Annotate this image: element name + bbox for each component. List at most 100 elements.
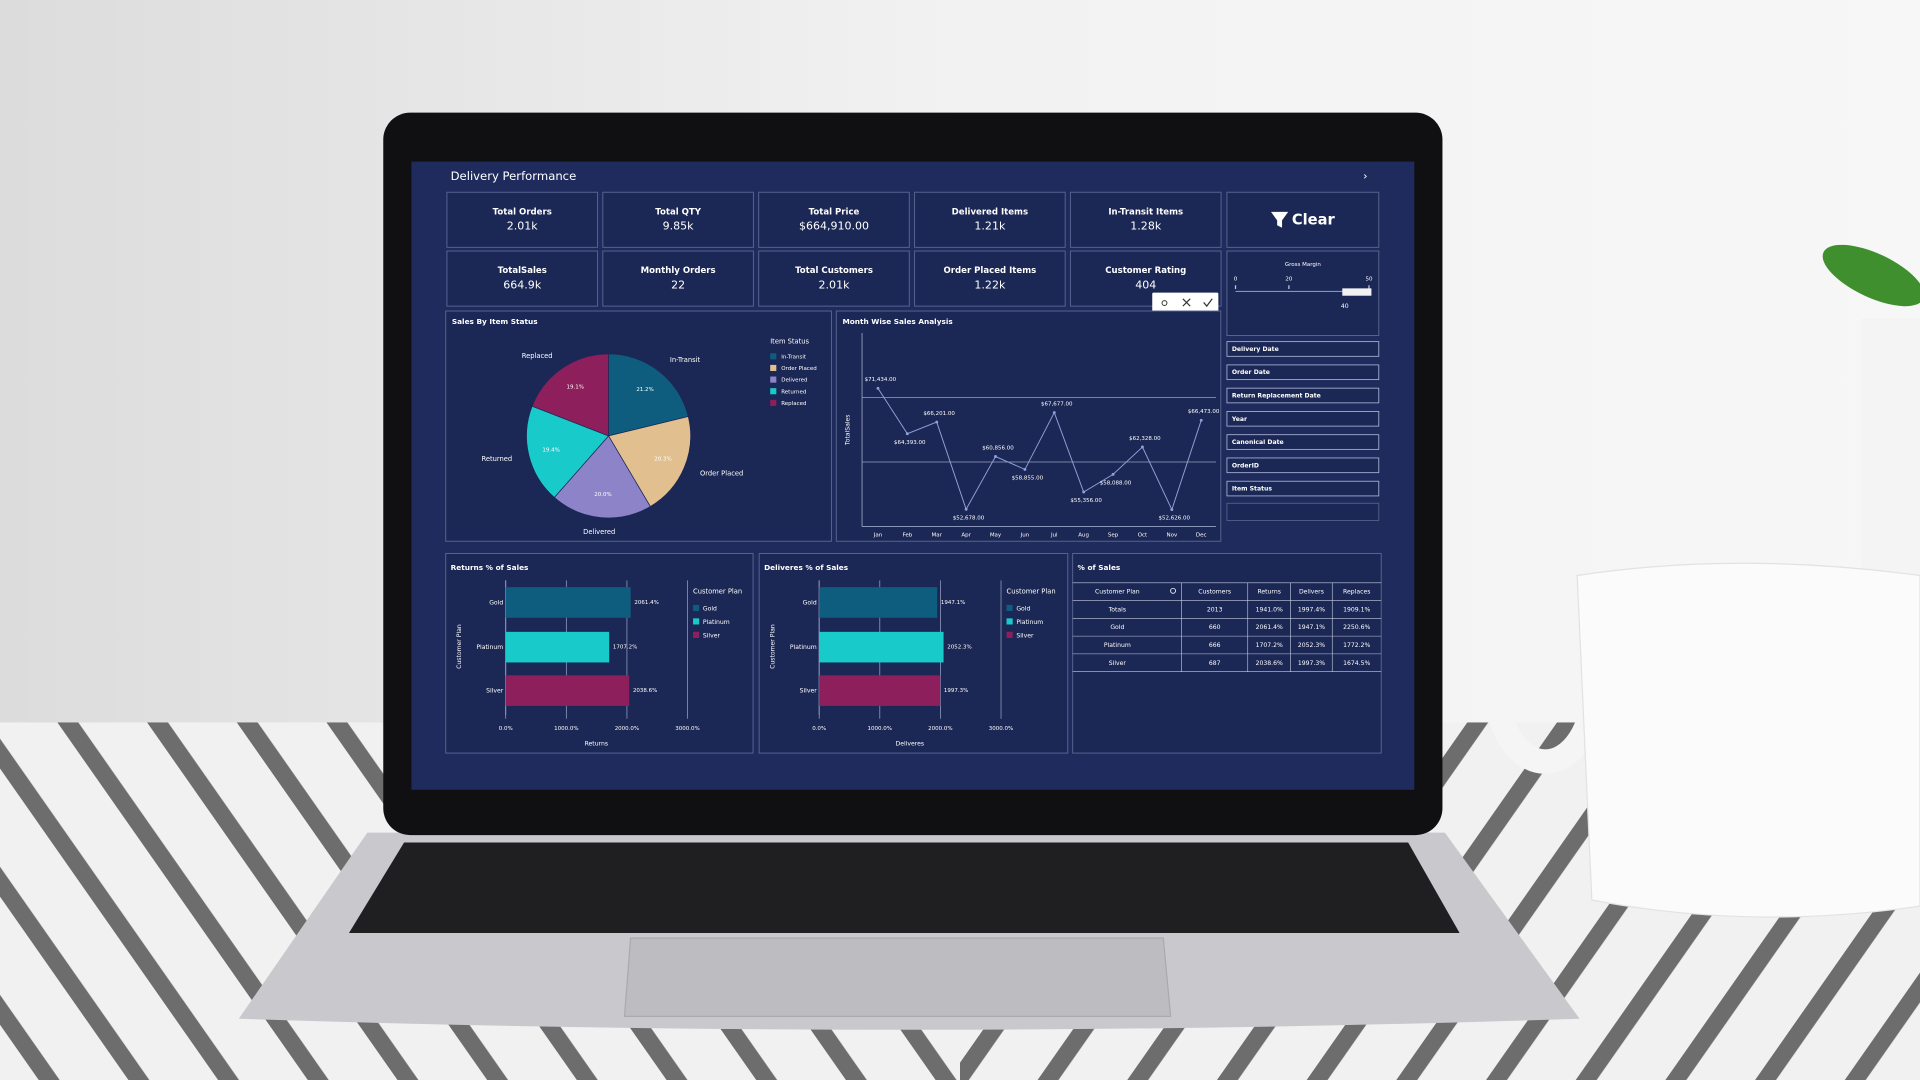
x-tick-label: Dec [1196, 533, 1207, 539]
kpi-value: 404 [1135, 278, 1156, 291]
y-tick-label: Silver [486, 688, 504, 695]
point [935, 420, 939, 424]
legend-label: Order Placed [781, 366, 816, 372]
slice-label: 21.2% [636, 387, 653, 393]
pie-slice [608, 353, 689, 437]
expand-chevron[interactable]: › [1363, 169, 1367, 182]
x-axis-label: Deliveres [896, 740, 925, 747]
table-cell: 2052.3% [1298, 642, 1325, 649]
y-tick-label: Gold [489, 599, 503, 606]
legend-label: Gold [1016, 606, 1030, 613]
x-tick-label: 3000.0% [989, 726, 1013, 732]
filter-box[interactable] [1226, 411, 1380, 427]
point [1140, 445, 1144, 449]
pie-slice [531, 353, 609, 437]
filter-box[interactable] [1226, 341, 1380, 357]
slice-label: 20.3% [654, 456, 671, 462]
chart-title: Sales By Item Status [452, 317, 538, 326]
filter-box[interactable] [1226, 434, 1380, 450]
value-label: $58,088.00 [1100, 480, 1132, 486]
panel[interactable] [1226, 191, 1380, 248]
bar-value-label: 1707.2% [613, 645, 637, 651]
filter-label: Return Replacement Date [1232, 393, 1321, 400]
x-tick-label: 0.0% [499, 726, 513, 732]
kpi-label: Total Orders [493, 207, 552, 217]
bar [819, 675, 941, 706]
search-icon[interactable] [1170, 587, 1176, 594]
table-cell: 660 [1209, 624, 1221, 631]
slice-label: 19.1% [566, 385, 583, 391]
filter-label: Item Status [1232, 486, 1273, 493]
bar [505, 587, 631, 618]
x-axis-label: Returns [585, 740, 608, 747]
legend-swatch [1006, 618, 1013, 625]
table-header: Replaces [1343, 589, 1370, 596]
point [1052, 411, 1056, 415]
filter-box[interactable] [1226, 480, 1380, 497]
point [994, 455, 997, 458]
slice-label: 19.4% [542, 447, 559, 453]
point [1111, 472, 1115, 476]
panel [602, 191, 754, 248]
keyboard [348, 842, 1460, 934]
legend-swatch [770, 388, 777, 395]
legend-title: Item Status [770, 338, 809, 346]
legend-title: Customer Plan [1007, 587, 1056, 595]
kpi-label: Total Price [809, 207, 860, 217]
legend-swatch [770, 376, 777, 383]
plant-leaf [1822, 244, 1920, 307]
point [1170, 508, 1174, 512]
bar [505, 675, 630, 706]
table-cell: 1941.0% [1256, 606, 1283, 613]
legend-swatch [693, 604, 700, 612]
y-axis-label: TotalSales [844, 415, 851, 447]
x-tick-label: 1000.0% [868, 726, 892, 732]
value-label: $66,201.00 [923, 411, 955, 417]
bar [819, 587, 938, 618]
chart-title: Deliveres % of Sales [764, 563, 849, 572]
table-cell: 687 [1209, 660, 1221, 667]
filter-box[interactable] [1226, 364, 1380, 381]
line [877, 388, 1202, 511]
point [905, 432, 909, 436]
panel [914, 191, 1066, 248]
category-label: Delivered [583, 528, 615, 536]
dropdown[interactable] [1226, 502, 1380, 521]
kpi-value: 22 [671, 278, 685, 291]
table-header: Customers [1198, 589, 1231, 596]
filter-box[interactable] [1226, 387, 1380, 404]
point [964, 507, 968, 511]
kpi-value: 1.21k [974, 220, 1006, 233]
bar-value-label: 1997.3% [944, 688, 968, 694]
x-tick-label: Aug [1078, 533, 1089, 539]
bar-value-label: 1947.1% [941, 600, 965, 606]
trackpad [623, 937, 1172, 1017]
legend-swatch [770, 353, 777, 360]
panel [1069, 191, 1222, 248]
x-tick-label: May [990, 533, 1002, 539]
x-tick-label: Mar [932, 533, 943, 539]
y-tick-label: Gold [803, 599, 817, 606]
x-tick-label: Apr [961, 533, 971, 539]
category-label: In-Transit [670, 356, 701, 364]
table-cell: 1997.3% [1298, 660, 1325, 667]
x-tick-label: 2000.0% [615, 726, 639, 732]
value-label: $66,473.00 [1188, 409, 1220, 415]
slider-handle[interactable] [1342, 288, 1372, 296]
kpi-value: 9.85k [663, 220, 695, 233]
x-tick-label: Oct [1138, 533, 1148, 539]
point [876, 386, 880, 390]
x-tick-label: 1000.0% [554, 726, 578, 732]
kpi-value: 1.28k [1130, 220, 1162, 233]
legend-swatch [770, 364, 777, 372]
vase [1861, 318, 1920, 588]
kpi-value: 1.22k [974, 278, 1006, 291]
panel [446, 191, 599, 248]
filter-box[interactable] [1226, 457, 1380, 474]
toolbar-icon [1203, 298, 1213, 308]
kpi-value: $664,910.00 [799, 220, 869, 233]
table-cell: 1674.5% [1343, 660, 1370, 667]
table-cell: 1772.2% [1343, 642, 1370, 649]
value-label: $62,328.00 [1129, 436, 1161, 442]
kpi-label: Total Customers [795, 266, 873, 276]
